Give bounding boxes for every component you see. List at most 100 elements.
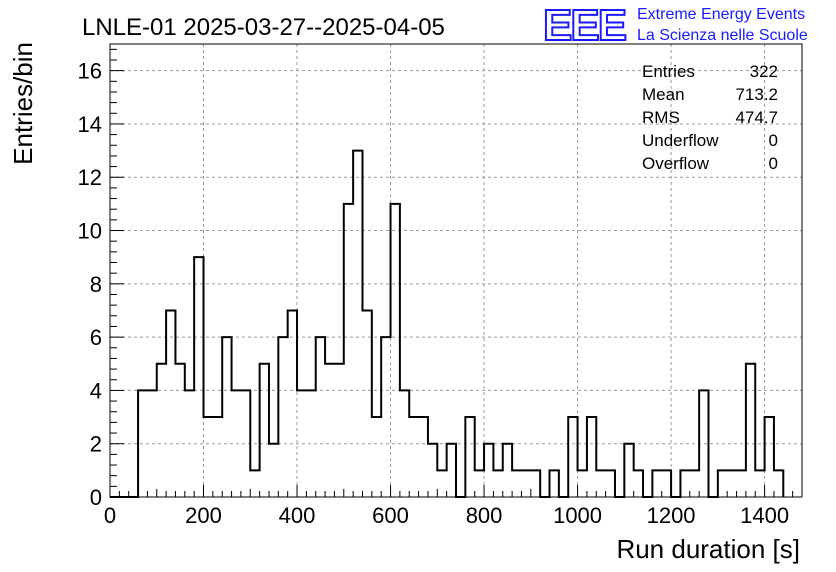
histogram-bin-16 — [260, 364, 269, 497]
histogram-bin-52 — [596, 470, 605, 497]
stats-value-mean: 713.2 — [735, 85, 778, 104]
histogram-bin-70 — [765, 417, 774, 497]
histogram-bin-10 — [204, 417, 213, 497]
histogram-bin-61 — [680, 470, 689, 497]
histogram-bin-21 — [306, 390, 315, 497]
histogram-bin-53 — [606, 470, 615, 497]
histogram-bin-24 — [334, 364, 343, 497]
x-axis-title: Run duration [s] — [616, 534, 800, 564]
stats-box: Entries 322 Mean 713.2 RMS 474.7 Underflow 0 Ove… — [642, 62, 778, 173]
histogram-bin-66 — [727, 470, 736, 497]
histogram-bin-69 — [755, 470, 764, 497]
histogram-bin-33 — [419, 417, 428, 497]
logo-line-1: Extreme Energy Events — [637, 6, 805, 23]
grid — [110, 44, 802, 497]
y-tick-label: 0 — [90, 485, 102, 510]
histogram-bin-65 — [718, 470, 727, 497]
histogram-bin-59 — [662, 470, 671, 497]
histogram-bin-14 — [241, 390, 250, 497]
logo-line-2: La Scienza nelle Scuole — [637, 27, 808, 44]
stats-value-rms: 474.7 — [735, 108, 778, 127]
histogram-bin-35 — [437, 470, 446, 497]
histogram-bin-3 — [138, 390, 147, 497]
x-tick-label: 1200 — [647, 503, 696, 528]
histogram-bin-9 — [194, 257, 203, 497]
histogram-bin-44 — [521, 470, 530, 497]
y-tick-label: 14 — [78, 112, 102, 137]
x-tick-label: 400 — [279, 503, 316, 528]
histogram-bin-28 — [372, 417, 381, 497]
histogram-bin-58 — [652, 470, 661, 497]
histogram-bin-30 — [391, 204, 400, 497]
histogram-bin-56 — [634, 470, 643, 497]
x-tick-label: 600 — [372, 503, 409, 528]
histogram-bin-45 — [531, 470, 540, 497]
histogram-bin-18 — [278, 337, 287, 497]
histogram-outline — [110, 149, 785, 498]
histogram-bin-22 — [316, 337, 325, 497]
histogram-bin-19 — [288, 310, 297, 497]
y-axis: 0 2 4 6 8 10 12 14 16 — [78, 48, 124, 510]
histogram-bin-55 — [624, 444, 633, 497]
histogram-bin-13 — [232, 390, 241, 497]
y-tick-label: 4 — [90, 378, 102, 403]
stats-label-mean: Mean — [642, 85, 685, 104]
histogram-bin-39 — [475, 470, 484, 497]
histogram-bin-63 — [699, 390, 708, 497]
histogram-bin-40 — [484, 444, 493, 497]
histogram-bin-20 — [297, 390, 306, 497]
histogram-bin-71 — [774, 470, 783, 497]
y-tick-label: 12 — [78, 165, 102, 190]
histogram-bin-15 — [250, 470, 259, 497]
y-tick-label: 16 — [78, 59, 102, 84]
histogram-bin-34 — [428, 444, 437, 497]
stats-label-overflow: Overflow — [642, 154, 710, 173]
histogram-bin-17 — [269, 444, 278, 497]
x-tick-label: 0 — [104, 503, 116, 528]
stats-label-entries: Entries — [642, 62, 695, 81]
histogram-bin-23 — [325, 364, 334, 497]
y-tick-label: 6 — [90, 325, 102, 350]
histogram-bins — [138, 151, 783, 497]
histogram-bin-68 — [746, 364, 755, 497]
histogram-bin-50 — [578, 470, 587, 497]
histogram-bin-38 — [465, 417, 474, 497]
histogram-bin-11 — [213, 417, 222, 497]
x-tick-label: 1000 — [553, 503, 602, 528]
y-axis-title: Entries/bin — [8, 42, 38, 165]
y-tick-label: 2 — [90, 432, 102, 457]
histogram-bin-4 — [147, 390, 156, 497]
histogram-bin-12 — [222, 337, 231, 497]
x-axis: 0 200 400 600 800 1000 1200 1400 — [104, 485, 803, 528]
histogram-bin-26 — [353, 151, 362, 497]
chart-title: LNLE-01 2025-03-27--2025-04-05 — [82, 14, 445, 41]
histogram-bin-8 — [185, 390, 194, 497]
histogram-bin-43 — [512, 470, 521, 497]
histogram-bin-29 — [381, 337, 390, 497]
x-tick-label: 800 — [466, 503, 503, 528]
stats-value-entries: 322 — [750, 62, 778, 81]
stats-label-rms: RMS — [642, 108, 680, 127]
x-tick-label: 1400 — [740, 503, 789, 528]
histogram-bin-49 — [568, 417, 577, 497]
y-tick-label: 10 — [78, 219, 102, 244]
x-tick-label: 200 — [185, 503, 222, 528]
histogram-bin-41 — [493, 470, 502, 497]
histogram-bin-67 — [737, 470, 746, 497]
histogram-bin-31 — [400, 390, 409, 497]
histogram-bin-7 — [175, 364, 184, 497]
stats-value-underflow: 0 — [769, 131, 778, 150]
histogram-bin-5 — [157, 364, 166, 497]
y-tick-label: 8 — [90, 272, 102, 297]
histogram-bin-47 — [550, 470, 559, 497]
eee-logo-letters: EEE — [543, 1, 626, 50]
histogram-bin-6 — [166, 310, 175, 497]
histogram-bin-27 — [362, 310, 371, 497]
stats-value-overflow: 0 — [769, 154, 778, 173]
histogram-bin-32 — [409, 417, 418, 497]
stats-label-underflow: Underflow — [642, 131, 719, 150]
histogram-bin-62 — [690, 470, 699, 497]
histogram-bin-36 — [447, 444, 456, 497]
histogram-bin-51 — [587, 417, 596, 497]
